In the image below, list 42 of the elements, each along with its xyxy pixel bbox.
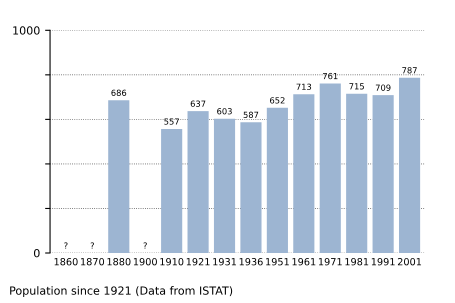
bar xyxy=(240,122,262,254)
data-label: 686 xyxy=(111,90,126,96)
x-tick-label: 1880 xyxy=(107,258,131,266)
x-tick-label: 1971 xyxy=(318,258,342,266)
text: ? xyxy=(90,242,94,249)
bar xyxy=(372,95,394,254)
data-label: 637 xyxy=(190,100,206,107)
x-tick-label: 1860 xyxy=(54,258,78,266)
y-tick-label: 0 xyxy=(34,248,40,258)
data-label: 787 xyxy=(402,67,417,74)
y-tick-label: 1000 xyxy=(13,26,40,35)
text: Population since 1921 (Data from ISTAT) xyxy=(10,286,232,297)
x-tick-label: 1951 xyxy=(266,258,289,266)
x-tick-label: 1961 xyxy=(292,258,316,266)
bar xyxy=(108,100,130,254)
bar xyxy=(161,128,182,254)
x-tick-label: 1936 xyxy=(240,258,263,266)
data-label: 761 xyxy=(322,72,338,80)
bar xyxy=(266,108,288,254)
bar xyxy=(188,111,209,254)
x-tick-label: 1870 xyxy=(81,258,104,266)
x-tick-label: 1910 xyxy=(160,258,184,266)
x-tick-label: 1931 xyxy=(213,258,236,266)
data-label: 715 xyxy=(349,83,364,90)
bar xyxy=(398,78,420,254)
data-label: 587 xyxy=(244,112,258,118)
text: ? xyxy=(144,242,147,249)
data-label: 557 xyxy=(164,118,179,125)
bar xyxy=(293,94,314,254)
x-tick-label: 1900 xyxy=(134,258,157,266)
x-tick-label: 1981 xyxy=(345,258,368,266)
x-tick-label: 1921 xyxy=(186,258,210,266)
bar xyxy=(320,84,341,254)
data-label: 709 xyxy=(376,84,390,91)
x-tick-label: 1991 xyxy=(372,258,395,266)
data-label: 713 xyxy=(296,84,312,90)
data-label: 603 xyxy=(217,108,232,114)
text: ? xyxy=(64,242,68,249)
x-tick-label: 2001 xyxy=(398,258,422,266)
data-label: 652 xyxy=(270,97,285,104)
bar xyxy=(214,118,236,254)
bar xyxy=(346,94,368,254)
